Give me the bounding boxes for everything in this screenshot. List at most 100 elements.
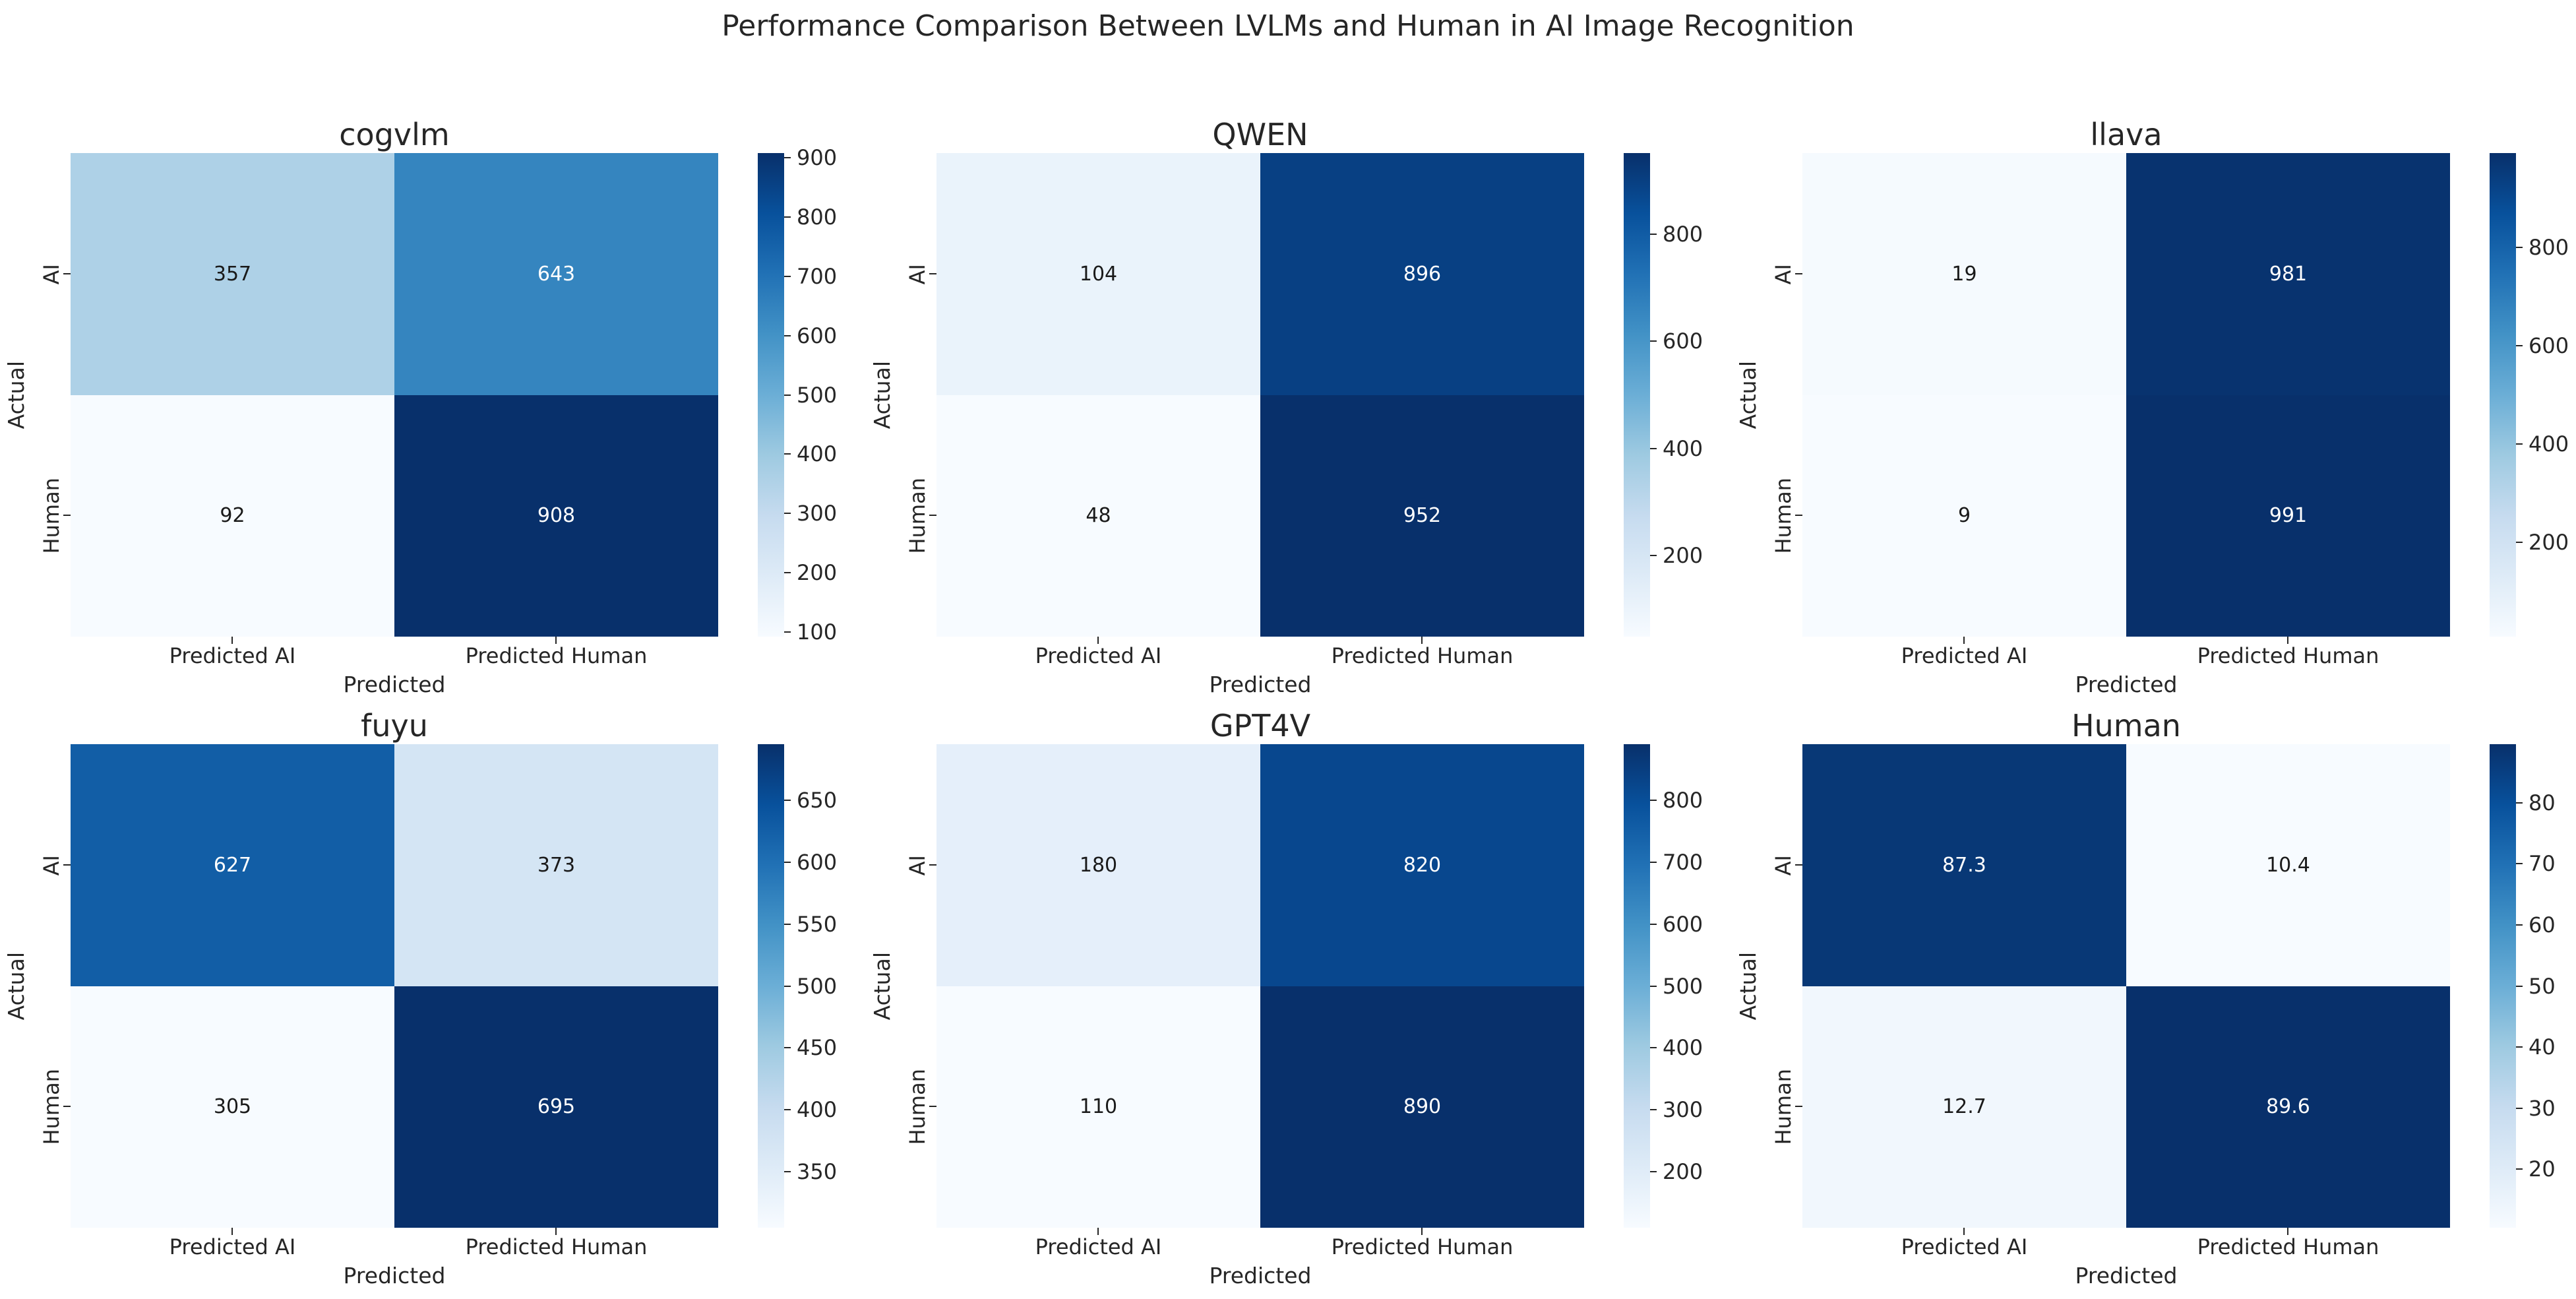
heatmap-cell: 104 (936, 153, 1260, 395)
y-tick-label-human: Human (1769, 986, 1798, 1228)
colorbar (758, 744, 784, 1228)
colorbar-tick-label: 550 (797, 911, 838, 937)
x-tick-mark (1097, 637, 1099, 644)
colorbar-tick-label: 400 (1663, 1035, 1703, 1061)
x-tick-mark (1963, 1228, 1965, 1235)
subplot-title: fuyu (361, 708, 428, 744)
colorbar-tick-mark (2516, 802, 2523, 804)
y-axis-label-text: Actual (1734, 360, 1761, 429)
x-tick-mark (2287, 1228, 2288, 1235)
colorbar-tick-label: 200 (1663, 542, 1703, 568)
x-tick-label-predicted-human: Predicted Human (1331, 1234, 1514, 1259)
colorbar-tick-mark (2516, 985, 2523, 987)
colorbar-tick-label: 40 (2529, 1034, 2556, 1060)
colorbar-tick-mark (1650, 234, 1657, 236)
x-tick-mark (1421, 1228, 1423, 1235)
colorbar-tick-mark (784, 923, 791, 925)
heatmap-cell: 48 (936, 395, 1260, 637)
y-axis-label-text: Actual (1734, 951, 1761, 1021)
confusion-matrix: 87.3 10.4 12.7 89.6 (1802, 744, 2450, 1228)
subplot-title: QWEN (1212, 117, 1308, 152)
y-tick-label-ai: AI (37, 744, 66, 986)
y-axis-label-text: Actual (3, 360, 29, 429)
x-tick-mark (231, 1228, 233, 1235)
y-tick-mark (929, 1106, 936, 1107)
colorbar-tick-label: 600 (797, 323, 838, 348)
y-tick-label-ai: AI (903, 153, 932, 395)
colorbar-tick-label: 200 (2529, 530, 2569, 555)
heatmap-cell: 981 (2126, 153, 2450, 395)
heatmap-cell: 12.7 (1802, 986, 2126, 1228)
subplot-title: Human (2071, 708, 2181, 744)
colorbar-tick-label: 700 (1663, 849, 1703, 875)
colorbar-tick-mark (2516, 924, 2523, 926)
x-tick-mark (555, 1228, 557, 1235)
heatmap-cell: 19 (1802, 153, 2126, 395)
heatmap-cell: 180 (936, 744, 1260, 986)
x-axis-label: Predicted (1209, 1263, 1312, 1288)
x-tick-mark (1097, 1228, 1099, 1235)
x-tick-mark (231, 637, 233, 644)
heatmap-cell: 357 (71, 153, 394, 395)
y-tick-mark (63, 1106, 71, 1107)
x-tick-mark (1963, 637, 1965, 644)
colorbar-tick-mark (2516, 1107, 2523, 1109)
confusion-matrix: 19 981 9 991 (1802, 153, 2450, 637)
x-axis-label: Predicted (343, 1263, 446, 1288)
subplot-qwen: QWEN Actual AI Human 104 896 48 952 Pred… (866, 119, 1717, 708)
y-axis-label: Actual (867, 744, 896, 1228)
y-tick-mark (1795, 515, 1802, 516)
subplot-human: Human Actual AI Human 87.3 10.4 12.7 89.… (1732, 710, 2576, 1299)
colorbar-tick-label: 30 (2529, 1095, 2556, 1121)
colorbar-tick-label: 300 (797, 501, 838, 526)
subplot-gpt4v: GPT4V Actual AI Human 180 820 110 890 Pr… (866, 710, 1717, 1299)
x-tick-mark (1421, 637, 1423, 644)
colorbar (2490, 744, 2516, 1228)
colorbar-tick-mark (784, 571, 791, 573)
heatmap-cell: 110 (936, 986, 1260, 1228)
heatmap-cell: 92 (71, 395, 394, 637)
colorbar-tick-mark (2516, 542, 2523, 544)
y-tick-mark (929, 515, 936, 516)
x-tick-mark (555, 637, 557, 644)
colorbar-tick-label: 400 (797, 1097, 838, 1123)
y-tick-text: Human (1771, 1069, 1796, 1145)
y-tick-mark (63, 864, 71, 866)
heatmap-cell: 643 (394, 153, 718, 395)
x-tick-label-predicted-human: Predicted Human (1331, 643, 1514, 668)
y-tick-label-ai: AI (1769, 153, 1798, 395)
colorbar-tick-label: 50 (2529, 973, 2556, 999)
y-axis-label: Actual (1733, 153, 1762, 637)
heatmap-cell: 373 (394, 744, 718, 986)
y-axis-label: Actual (1733, 744, 1762, 1228)
colorbar-tick-mark (1650, 554, 1657, 556)
colorbar-tick-mark (2516, 1046, 2523, 1048)
y-tick-text: Human (905, 478, 930, 554)
colorbar-tick-mark (1650, 923, 1657, 925)
y-tick-mark (929, 864, 936, 866)
colorbar-tick-mark (2516, 246, 2523, 248)
x-tick-label-predicted-ai: Predicted AI (169, 1234, 296, 1259)
colorbar-tick-label: 400 (1663, 435, 1703, 461)
colorbar-tick-mark (784, 157, 791, 159)
x-axis-label: Predicted (2075, 1263, 2178, 1288)
colorbar-tick-mark (784, 861, 791, 863)
heatmap-cell: 896 (1260, 153, 1584, 395)
y-tick-label-human: Human (903, 986, 932, 1228)
y-tick-mark (63, 515, 71, 516)
heatmap-cell: 87.3 (1802, 744, 2126, 986)
colorbar-tick-mark (784, 1109, 791, 1111)
heatmap-cell: 991 (2126, 395, 2450, 637)
colorbar-tick-mark (1650, 1047, 1657, 1049)
y-tick-text: Human (905, 1069, 930, 1145)
y-tick-text: AI (905, 263, 930, 285)
colorbar-tick-mark (2516, 863, 2523, 865)
heatmap-cell: 305 (71, 986, 394, 1228)
colorbar-tick-mark (784, 334, 791, 336)
colorbar (1624, 744, 1650, 1228)
colorbar-tick-label: 20 (2529, 1156, 2556, 1182)
subplot-llava: llava Actual AI Human 19 981 9 991 Predi… (1732, 119, 2576, 708)
colorbar-tick-label: 500 (797, 382, 838, 408)
colorbar-tick-label: 600 (797, 849, 838, 875)
